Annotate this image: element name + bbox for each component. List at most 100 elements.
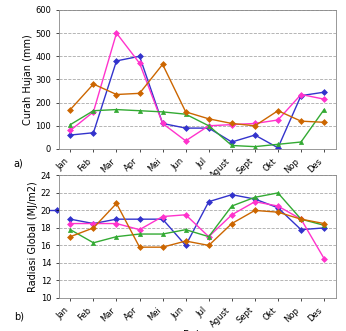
2004 <box>322 223 326 227</box>
Line: 2005: 2005 <box>68 62 326 128</box>
2003 <box>230 122 234 126</box>
2005 <box>322 221 326 225</box>
2005 <box>137 91 142 95</box>
2002 <box>91 131 95 135</box>
2005 <box>230 221 234 225</box>
2004 <box>276 191 280 195</box>
2002 <box>322 226 326 230</box>
2005 <box>91 226 95 230</box>
2004 <box>230 143 234 147</box>
2005 <box>91 82 95 86</box>
Line: 2004: 2004 <box>68 108 326 149</box>
2002 <box>253 133 257 137</box>
X-axis label: Bulan: Bulan <box>183 181 211 191</box>
2003 <box>161 214 165 218</box>
2003 <box>276 204 280 208</box>
2003 <box>137 61 142 65</box>
2004 <box>137 232 142 236</box>
2005 <box>184 110 188 114</box>
2004 <box>322 108 326 112</box>
2004 <box>184 228 188 232</box>
2004 <box>299 140 303 144</box>
2002 <box>115 217 119 221</box>
Y-axis label: Radiasi Global (MJ/m2): Radiasi Global (MJ/m2) <box>28 181 38 292</box>
Line: 2002: 2002 <box>68 193 326 248</box>
2004 <box>68 122 72 126</box>
2004 <box>276 142 280 146</box>
2002 <box>184 126 188 130</box>
2002 <box>161 121 165 125</box>
2005 <box>322 120 326 124</box>
2004 <box>137 109 142 113</box>
X-axis label: Bulan: Bulan <box>183 330 211 331</box>
2004 <box>161 110 165 114</box>
2004 <box>161 232 165 236</box>
2002 <box>137 217 142 221</box>
2002 <box>115 59 119 63</box>
2004 <box>207 235 211 239</box>
2002 <box>276 206 280 210</box>
Line: 2003: 2003 <box>68 31 326 143</box>
2003 <box>115 221 119 225</box>
2003 <box>230 213 234 217</box>
2003 <box>253 121 257 125</box>
2005 <box>161 245 165 249</box>
2005 <box>207 243 211 247</box>
2002 <box>137 54 142 58</box>
2003 <box>322 97 326 101</box>
2005 <box>115 92 119 97</box>
2003 <box>322 257 326 260</box>
2005 <box>299 217 303 221</box>
2002 <box>299 228 303 232</box>
2005 <box>253 124 257 128</box>
Y-axis label: Curah Hujan (mm): Curah Hujan (mm) <box>22 34 33 125</box>
2003 <box>299 217 303 221</box>
2003 <box>253 200 257 204</box>
2002 <box>91 221 95 225</box>
2004 <box>230 204 234 208</box>
2002 <box>230 193 234 197</box>
2002 <box>207 126 211 130</box>
Line: 2004: 2004 <box>68 191 326 245</box>
Legend: 2002, 2003, 2004, 2005: 2002, 2003, 2004, 2005 <box>49 206 213 215</box>
2005 <box>207 117 211 121</box>
Line: 2005: 2005 <box>68 201 326 249</box>
2005 <box>230 121 234 125</box>
2002 <box>68 133 72 137</box>
2004 <box>115 108 119 112</box>
2003 <box>299 92 303 97</box>
2003 <box>207 124 211 128</box>
2005 <box>68 108 72 112</box>
2003 <box>207 235 211 239</box>
2003 <box>91 110 95 114</box>
2004 <box>253 195 257 199</box>
2005 <box>299 119 303 123</box>
2004 <box>91 109 95 113</box>
2004 <box>68 228 72 232</box>
2003 <box>184 213 188 217</box>
2003 <box>161 121 165 125</box>
2004 <box>299 217 303 221</box>
2005 <box>161 62 165 66</box>
2004 <box>91 241 95 245</box>
Text: b): b) <box>14 311 24 321</box>
Line: 2003: 2003 <box>68 200 326 260</box>
Text: a): a) <box>14 159 24 169</box>
2005 <box>253 209 257 213</box>
2003 <box>68 128 72 132</box>
2005 <box>184 239 188 243</box>
2003 <box>137 228 142 232</box>
2005 <box>276 210 280 214</box>
2004 <box>115 235 119 239</box>
2002 <box>68 217 72 221</box>
2002 <box>253 197 257 201</box>
2003 <box>184 139 188 143</box>
2002 <box>322 90 326 94</box>
2002 <box>184 243 188 247</box>
2004 <box>207 124 211 128</box>
2005 <box>68 235 72 239</box>
2002 <box>230 140 234 144</box>
2002 <box>276 146 280 150</box>
2005 <box>115 202 119 206</box>
2003 <box>91 221 95 225</box>
